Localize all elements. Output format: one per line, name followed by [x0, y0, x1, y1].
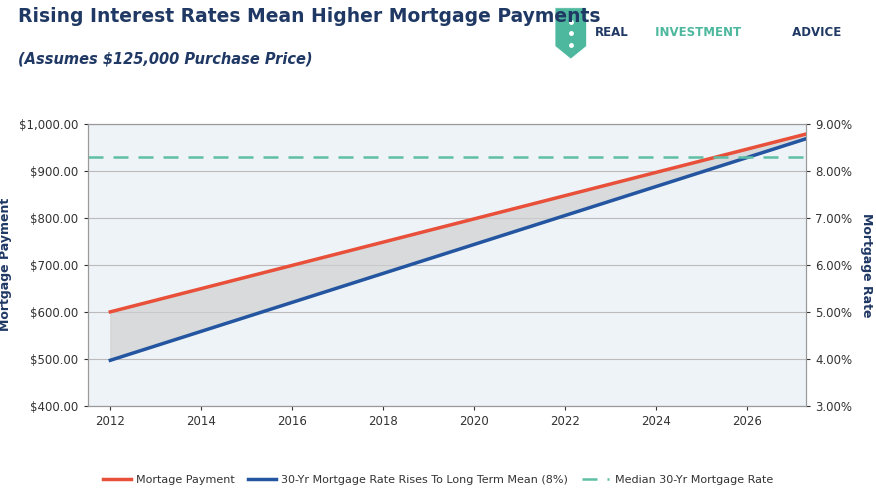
Polygon shape — [555, 8, 587, 59]
Y-axis label: Mortgage Rate: Mortgage Rate — [860, 212, 872, 317]
Y-axis label: Mortgage Payment: Mortgage Payment — [0, 198, 12, 332]
Text: (Assumes $125,000 Purchase Price): (Assumes $125,000 Purchase Price) — [18, 52, 312, 67]
Text: ADVICE: ADVICE — [788, 26, 842, 39]
Text: Rising Interest Rates Mean Higher Mortgage Payments: Rising Interest Rates Mean Higher Mortga… — [18, 7, 600, 26]
Text: REAL: REAL — [595, 26, 628, 39]
Legend: Mortage Payment, 30-Yr Mortgage Rate Rises To Long Term Mean (8%), Median 30-Yr : Mortage Payment, 30-Yr Mortgage Rate Ris… — [98, 471, 778, 490]
Text: INVESTMENT: INVESTMENT — [651, 26, 741, 39]
